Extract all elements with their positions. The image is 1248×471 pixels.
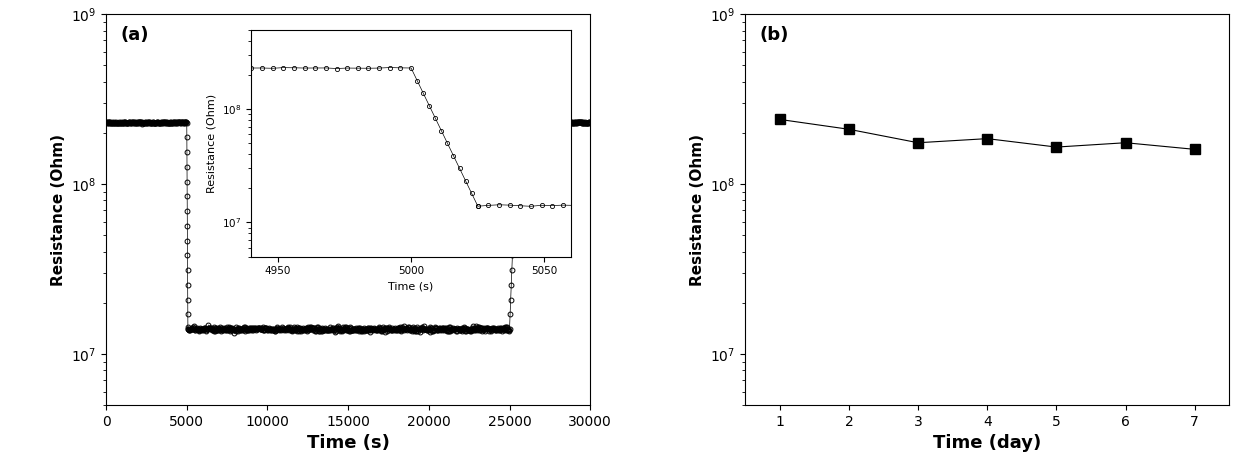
- Y-axis label: Resistance (Ohm): Resistance (Ohm): [50, 134, 65, 285]
- Y-axis label: Resistance (Ohm): Resistance (Ohm): [690, 134, 705, 285]
- X-axis label: Time (day): Time (day): [934, 434, 1041, 452]
- X-axis label: Time (s): Time (s): [307, 434, 389, 452]
- Text: (b): (b): [760, 26, 789, 44]
- Text: (a): (a): [121, 26, 149, 44]
